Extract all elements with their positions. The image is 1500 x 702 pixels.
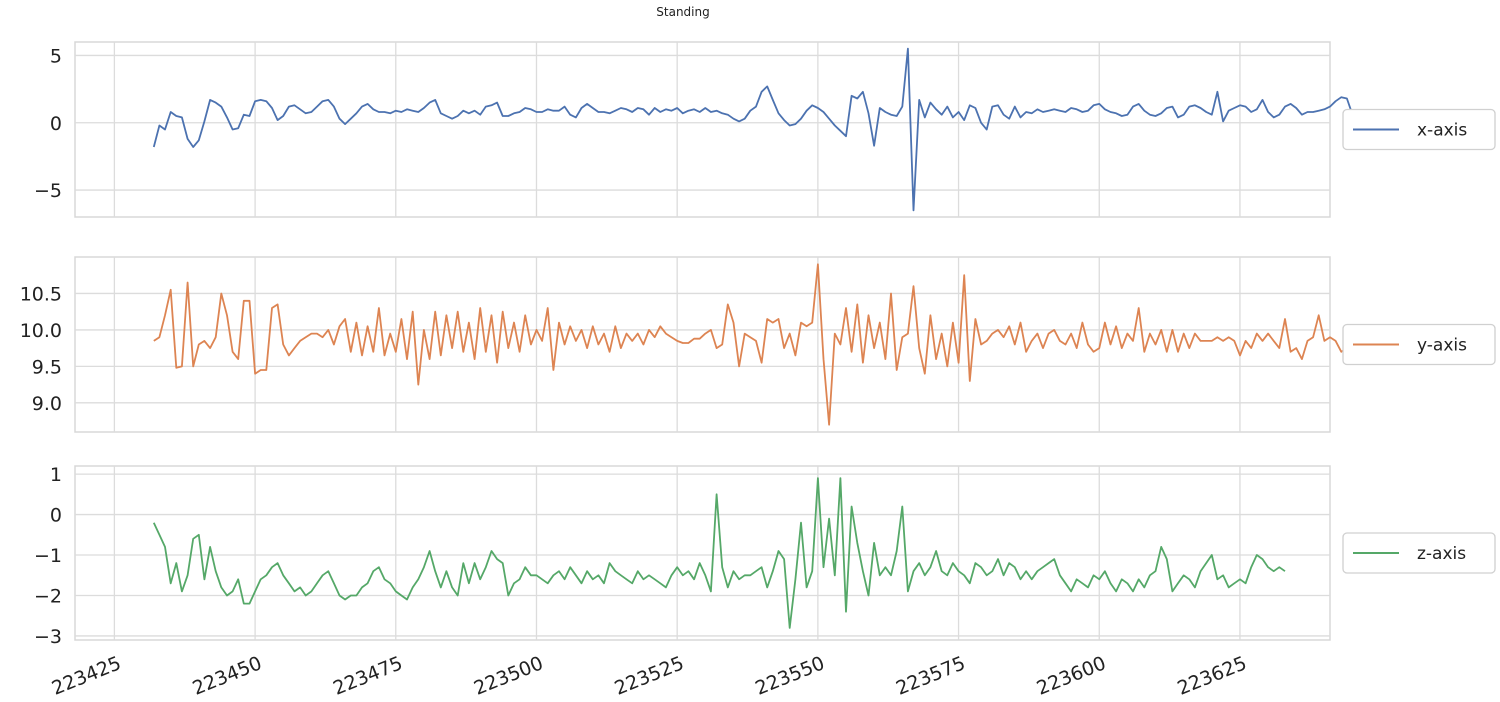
y-tick-label: −3 [34, 626, 62, 648]
y-tick-label: 0 [50, 505, 62, 527]
series-line-y-axis [153, 263, 1365, 426]
x-tick-label: 223625 [1174, 652, 1249, 700]
panel-frame [74, 256, 1331, 433]
panel-z-axis: −3 −2 −1 0 1 z-axis [34, 464, 1496, 648]
x-tick-label: 223525 [612, 652, 687, 700]
y-tick-label: −5 [34, 180, 62, 202]
x-tick-label: 223475 [330, 652, 405, 700]
legend-x-axis: x-axis [1342, 108, 1496, 151]
y-tick-label: 0 [50, 113, 62, 135]
y-tick-label: −1 [34, 545, 62, 567]
x-tick-label: 223550 [752, 652, 827, 700]
series-line-z-axis [152, 477, 1286, 629]
legend-label: z-axis [1417, 544, 1466, 564]
y-tick-label: −2 [34, 585, 62, 607]
panel-y-axis: 9.0 9.5 10.0 10.5 y-axis [20, 256, 1496, 433]
legend-z-axis: z-axis [1342, 532, 1496, 574]
panel-x-axis: −5 0 5 x-axis [34, 41, 1496, 218]
panel-frame [74, 465, 1331, 641]
x-tick-label: 223600 [1034, 652, 1109, 700]
legend-label: x-axis [1417, 121, 1467, 141]
x-tick-label: 223425 [49, 652, 124, 700]
legend-label: y-axis [1417, 336, 1467, 356]
panel-frame [74, 41, 1331, 218]
legend-box [1342, 323, 1496, 366]
legend-y-axis: y-axis [1342, 323, 1496, 366]
legend-box [1342, 532, 1496, 574]
y-tick-label: 5 [50, 45, 62, 67]
y-tick-label: 9.0 [32, 393, 62, 415]
y-tick-label: 1 [50, 464, 62, 486]
chart-title: Standing [656, 5, 709, 19]
y-tick-label: 10.0 [20, 320, 62, 342]
x-tick-label: 223450 [189, 652, 264, 700]
series-line-x-axis [152, 47, 1354, 212]
y-tick-label: 9.5 [32, 356, 62, 378]
y-tick-label: 10.5 [20, 283, 62, 305]
x-tick-label: 223575 [893, 652, 968, 700]
x-tick-label: 223500 [471, 652, 546, 700]
legend-box [1342, 108, 1496, 151]
